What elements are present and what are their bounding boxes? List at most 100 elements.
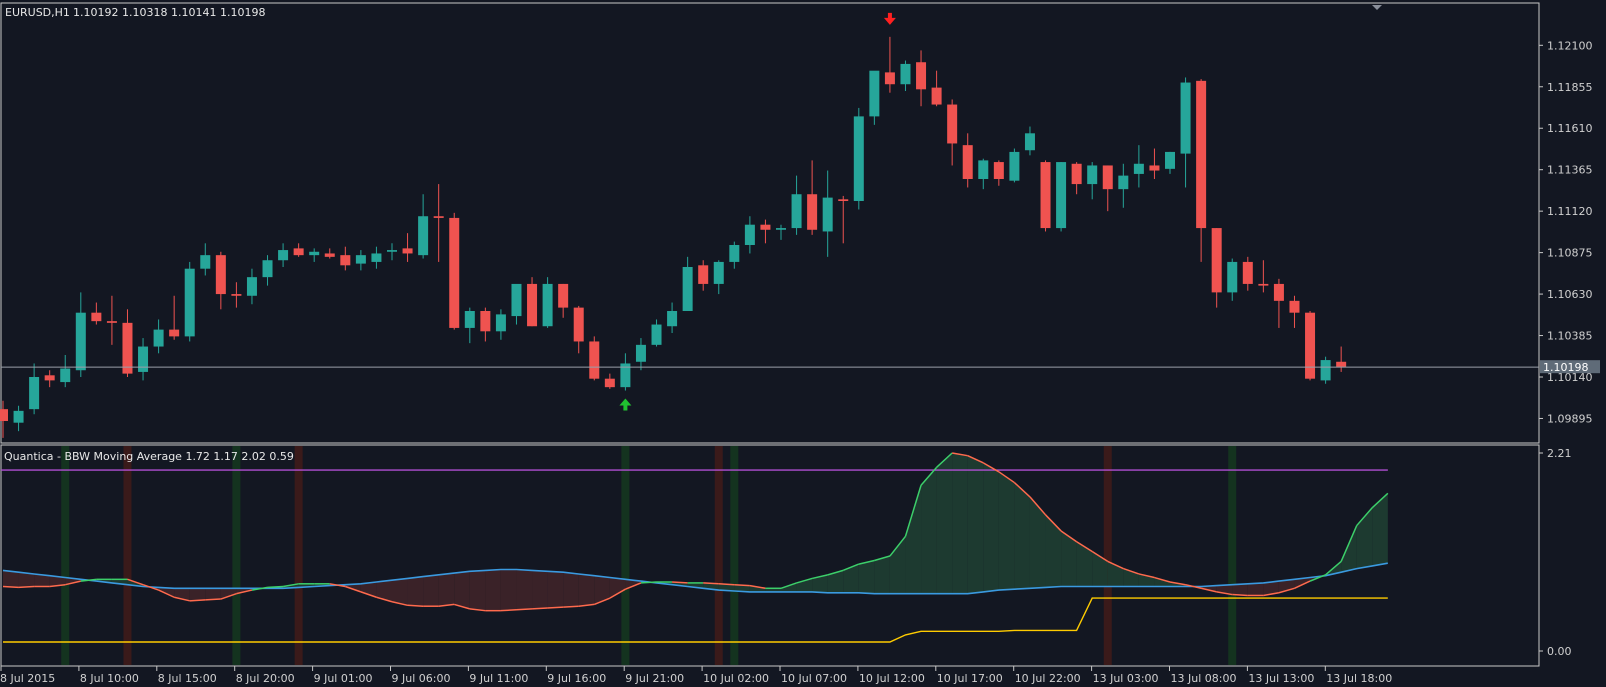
- candle-bull: [978, 160, 989, 179]
- bbw-line-segment: [827, 569, 844, 576]
- bullish-band: [1228, 446, 1237, 665]
- candle-bear: [480, 311, 491, 332]
- bbw-line-segment: [376, 596, 393, 603]
- bbw-line-segment: [1076, 541, 1093, 553]
- candle-bear: [293, 248, 304, 256]
- candle-bear: [604, 378, 615, 388]
- fill-above-ma: [781, 582, 797, 592]
- candle-bull: [542, 283, 553, 327]
- candle-bear: [433, 216, 444, 218]
- candle-bull: [667, 311, 678, 327]
- fill-above-ma: [858, 560, 875, 594]
- candle-bull: [371, 253, 382, 262]
- fill-below-ma: [516, 569, 533, 610]
- price-tick-label: 1.09895: [1547, 412, 1593, 425]
- bbw-line-segment: [625, 582, 642, 590]
- candle-bull: [511, 283, 522, 317]
- bbw-line-segment: [2, 585, 19, 589]
- bbw-line-segment: [563, 605, 579, 608]
- bullish-band: [232, 446, 241, 665]
- fill-above-ma: [1061, 530, 1077, 587]
- fill-below-ma: [563, 572, 579, 608]
- moving-average-line: [2, 562, 1388, 595]
- bbw-line-segment: [454, 603, 471, 610]
- time-tick-label: 9 Jul 21:00: [625, 672, 684, 685]
- bbw-line-segment: [734, 583, 750, 587]
- price-tick-label: 1.10875: [1547, 247, 1593, 260]
- fill-above-ma: [1154, 577, 1170, 587]
- time-tick-label: 9 Jul 06:00: [392, 672, 451, 685]
- candle-bull: [495, 314, 506, 332]
- candle-bear: [698, 265, 709, 284]
- candle-bear: [1258, 283, 1269, 286]
- candle-bear: [1149, 165, 1160, 171]
- bbw-line-segment: [80, 578, 97, 582]
- candle-bull: [635, 344, 646, 362]
- candle-bear: [962, 145, 973, 179]
- fill-above-ma: [843, 564, 859, 593]
- price-tick-label: 1.10630: [1547, 288, 1593, 301]
- candle-bull: [729, 245, 740, 262]
- bearish-band: [123, 446, 132, 665]
- fill-below-ma: [500, 569, 517, 611]
- bbw-line-segment: [1107, 560, 1124, 570]
- fill-below-ma: [1294, 577, 1311, 589]
- bbw-line-segment: [18, 585, 35, 589]
- fill-below-ma: [49, 575, 66, 587]
- candle-bull: [1320, 360, 1331, 381]
- price-tick-label: 1.10385: [1547, 330, 1593, 343]
- price-pane[interactable]: EURUSD,H1 1.10192 1.10318 1.10141 1.1019…: [0, 2, 1540, 444]
- fill-above-ma: [1076, 541, 1093, 587]
- fill-above-ma: [1092, 551, 1108, 587]
- bbw-line-segment: [251, 586, 268, 591]
- bbw-line-segment: [345, 585, 362, 593]
- fill-above-ma: [983, 462, 999, 592]
- candle-bull: [75, 312, 86, 371]
- price-tick-label: 1.11855: [1547, 81, 1593, 94]
- indicator-title: Quantica - BBW Moving Average 1.72 1.17 …: [4, 450, 294, 463]
- bbw-line-segment: [609, 588, 626, 599]
- bbw-line-segment: [982, 462, 1000, 473]
- fill-below-ma: [454, 571, 470, 609]
- candle-bull: [184, 268, 195, 337]
- candle-bull: [776, 228, 786, 230]
- fill-below-ma: [18, 572, 35, 588]
- candle-bear: [916, 62, 927, 90]
- candle-bear: [884, 72, 895, 85]
- candle-bull: [13, 410, 24, 423]
- fill-above-ma: [921, 467, 937, 594]
- candle-bear: [1071, 163, 1082, 185]
- time-tick-label: 8 Jul 20:00: [236, 672, 295, 685]
- candle-bull: [1165, 151, 1175, 169]
- bbw-line-segment: [1185, 583, 1202, 590]
- fill-below-ma: [609, 577, 626, 599]
- bearish-band: [1103, 446, 1112, 665]
- fill-below-ma: [469, 570, 486, 611]
- fill-below-ma: [392, 578, 408, 606]
- candle-bear: [1273, 283, 1284, 301]
- candle-bear: [44, 375, 55, 381]
- fill-above-ma: [952, 453, 968, 594]
- candle-bull: [1118, 175, 1129, 190]
- bbw-line-segment: [205, 598, 221, 601]
- candle-bull: [853, 116, 864, 201]
- candle-bear: [760, 224, 771, 230]
- time-tick-label: 13 Jul 03:00: [1093, 672, 1159, 685]
- scroll-marker-icon[interactable]: [1372, 5, 1382, 10]
- candle-bull: [744, 224, 755, 245]
- bbw-line-segment: [780, 582, 797, 589]
- candle-bull: [822, 197, 833, 232]
- time-tick-label: 10 Jul 12:00: [859, 672, 925, 685]
- candle-bear: [402, 248, 413, 254]
- bbw-line-segment: [1154, 576, 1171, 583]
- bbw-line-segment: [1029, 496, 1047, 516]
- candle-bear: [573, 307, 584, 342]
- fill-above-ma: [874, 556, 890, 594]
- bbw-line-segment: [391, 600, 408, 607]
- bbw-line-segment: [1200, 587, 1217, 593]
- bbw-line-segment: [1091, 550, 1109, 563]
- candle-bear: [1289, 300, 1300, 313]
- indicator-pane[interactable]: Quantica - BBW Moving Average 1.72 1.17 …: [0, 444, 1540, 667]
- fill-below-ma: [578, 573, 595, 607]
- bullish-band: [730, 446, 739, 665]
